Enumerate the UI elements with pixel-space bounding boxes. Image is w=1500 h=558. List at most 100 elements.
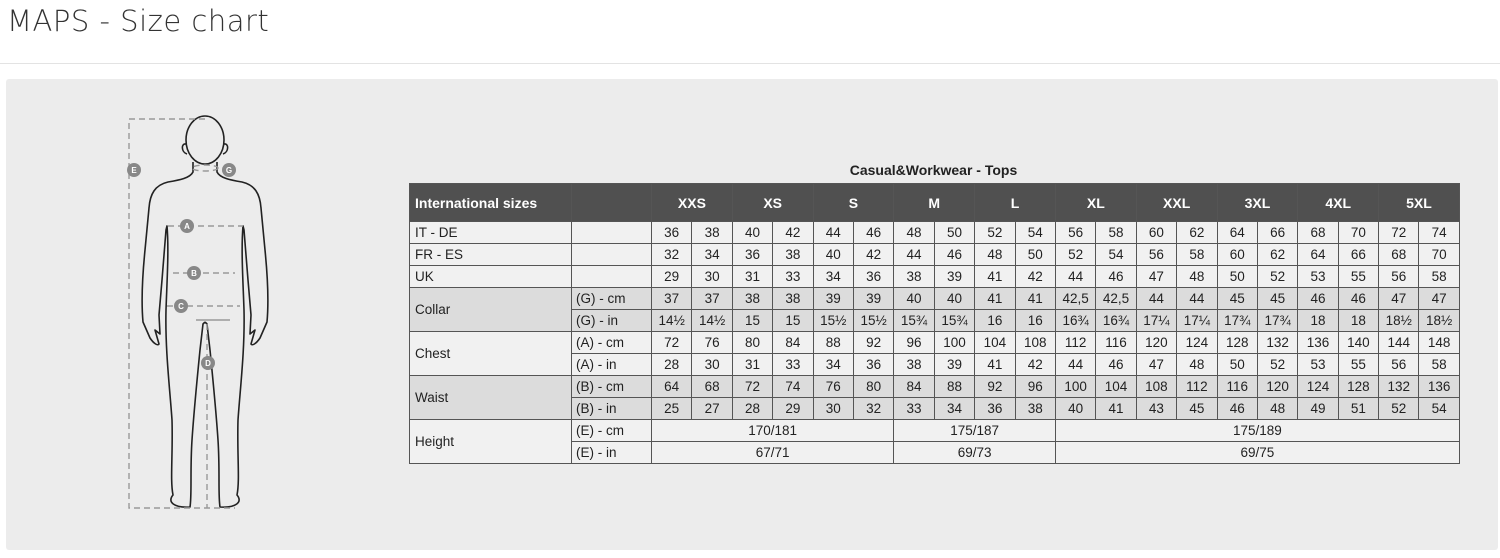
size-cell: 62 <box>1256 243 1299 266</box>
size-cell: 84 <box>772 331 814 354</box>
size-cell: 18 <box>1337 309 1380 332</box>
header-size-xxl: XXL <box>1135 183 1218 222</box>
size-cell: 64 <box>650 375 693 398</box>
size-cell: 52 <box>974 221 1016 244</box>
size-cell: 39 <box>812 287 854 310</box>
size-cell: 18½ <box>1418 309 1460 332</box>
svg-text:A: A <box>184 222 190 231</box>
size-cell: 148 <box>1418 331 1460 354</box>
size-cell: 37 <box>650 287 693 310</box>
size-cell: 68 <box>1378 243 1420 266</box>
size-cell: 44 <box>1054 265 1097 288</box>
row-unit <box>571 243 652 266</box>
size-cell: 17¼ <box>1176 309 1218 332</box>
size-cell: 17¾ <box>1216 309 1258 332</box>
size-cell: 56 <box>1378 265 1420 288</box>
row-unit <box>571 221 652 244</box>
size-cell: 58 <box>1418 265 1460 288</box>
size-cell: 55 <box>1337 265 1380 288</box>
size-cell: 34 <box>812 353 854 376</box>
size-cell: 38 <box>893 265 935 288</box>
size-cell: 27 <box>691 397 733 420</box>
size-cell: 38 <box>731 287 774 310</box>
table-row: (G) - in 14½ 14½ 15 15 15½ 15½ 15¾ 15¾ 16 16 16¾ 16¾… <box>410 309 1460 332</box>
size-cell: 74 <box>772 375 814 398</box>
size-cell: 38 <box>772 243 814 266</box>
header-size-4xl: 4XL <box>1297 183 1380 222</box>
size-cell: 15¾ <box>933 309 976 332</box>
size-range-cell: 67/71 <box>650 441 895 464</box>
size-cell: 54 <box>1014 221 1056 244</box>
size-cell: 38 <box>1014 397 1056 420</box>
size-cell: 41 <box>974 265 1016 288</box>
size-cell: 47 <box>1135 353 1178 376</box>
size-cell: 38 <box>893 353 935 376</box>
size-cell: 41 <box>974 353 1016 376</box>
size-cell: 62 <box>1176 221 1218 244</box>
size-cell: 17¼ <box>1135 309 1178 332</box>
header-size-xs: XS <box>731 183 814 222</box>
svg-text:B: B <box>191 269 197 278</box>
row-unit: (B) - cm <box>571 375 652 398</box>
size-cell: 56 <box>1378 353 1420 376</box>
size-cell: 56 <box>1054 221 1097 244</box>
size-cell: 44 <box>812 221 854 244</box>
size-cell: 46 <box>933 243 976 266</box>
size-cell: 41 <box>1014 287 1056 310</box>
size-cell: 39 <box>852 287 895 310</box>
size-cell: 42 <box>1014 353 1056 376</box>
size-cell: 108 <box>1014 331 1056 354</box>
size-cell: 50 <box>1216 353 1258 376</box>
size-cell: 32 <box>650 243 693 266</box>
size-cell: 50 <box>1014 243 1056 266</box>
size-cell: 40 <box>1054 397 1097 420</box>
row-unit: (G) - in <box>571 309 652 332</box>
size-cell: 44 <box>1176 287 1218 310</box>
size-cell: 132 <box>1256 331 1299 354</box>
size-cell: 42,5 <box>1095 287 1137 310</box>
size-cell: 34 <box>691 243 733 266</box>
size-cell: 18½ <box>1378 309 1420 332</box>
row-unit: (E) - in <box>571 441 652 464</box>
size-cell: 16 <box>1014 309 1056 332</box>
size-cell: 52 <box>1256 353 1299 376</box>
size-cell: 92 <box>852 331 895 354</box>
size-cell: 15 <box>772 309 814 332</box>
size-cell: 48 <box>1256 397 1299 420</box>
size-cell: 36 <box>852 265 895 288</box>
size-cell: 16 <box>974 309 1016 332</box>
size-range-cell: 69/75 <box>1054 441 1460 464</box>
size-cell: 30 <box>691 353 733 376</box>
size-cell: 84 <box>893 375 935 398</box>
size-cell: 42,5 <box>1054 287 1097 310</box>
size-cell: 58 <box>1095 221 1137 244</box>
header-size-3xl: 3XL <box>1216 183 1299 222</box>
size-range-cell: 175/187 <box>893 419 1056 442</box>
size-cell: 66 <box>1256 221 1299 244</box>
size-cell: 42 <box>852 243 895 266</box>
size-cell: 31 <box>731 353 774 376</box>
size-cell: 44 <box>893 243 935 266</box>
size-cell: 46 <box>852 221 895 244</box>
row-label: UK <box>409 265 572 288</box>
marker-b: B <box>187 266 201 280</box>
size-cell: 52 <box>1054 243 1097 266</box>
size-cell: 60 <box>1135 221 1178 244</box>
size-cell: 92 <box>974 375 1016 398</box>
size-cell: 40 <box>812 243 854 266</box>
size-cell: 70 <box>1337 221 1380 244</box>
size-cell: 15 <box>731 309 774 332</box>
row-unit: (B) - in <box>571 397 652 420</box>
size-cell: 15½ <box>812 309 854 332</box>
size-cell: 39 <box>933 353 976 376</box>
size-cell: 41 <box>1095 397 1137 420</box>
size-cell: 64 <box>1216 221 1258 244</box>
body-measurement-figure: E G A B C D <box>127 115 269 509</box>
size-cell: 58 <box>1418 353 1460 376</box>
size-cell: 16¾ <box>1095 309 1137 332</box>
header-size-5xl: 5XL <box>1378 183 1460 222</box>
size-cell: 45 <box>1216 287 1258 310</box>
size-cell: 17¾ <box>1256 309 1299 332</box>
size-cell: 132 <box>1378 375 1420 398</box>
size-cell: 28 <box>731 397 774 420</box>
